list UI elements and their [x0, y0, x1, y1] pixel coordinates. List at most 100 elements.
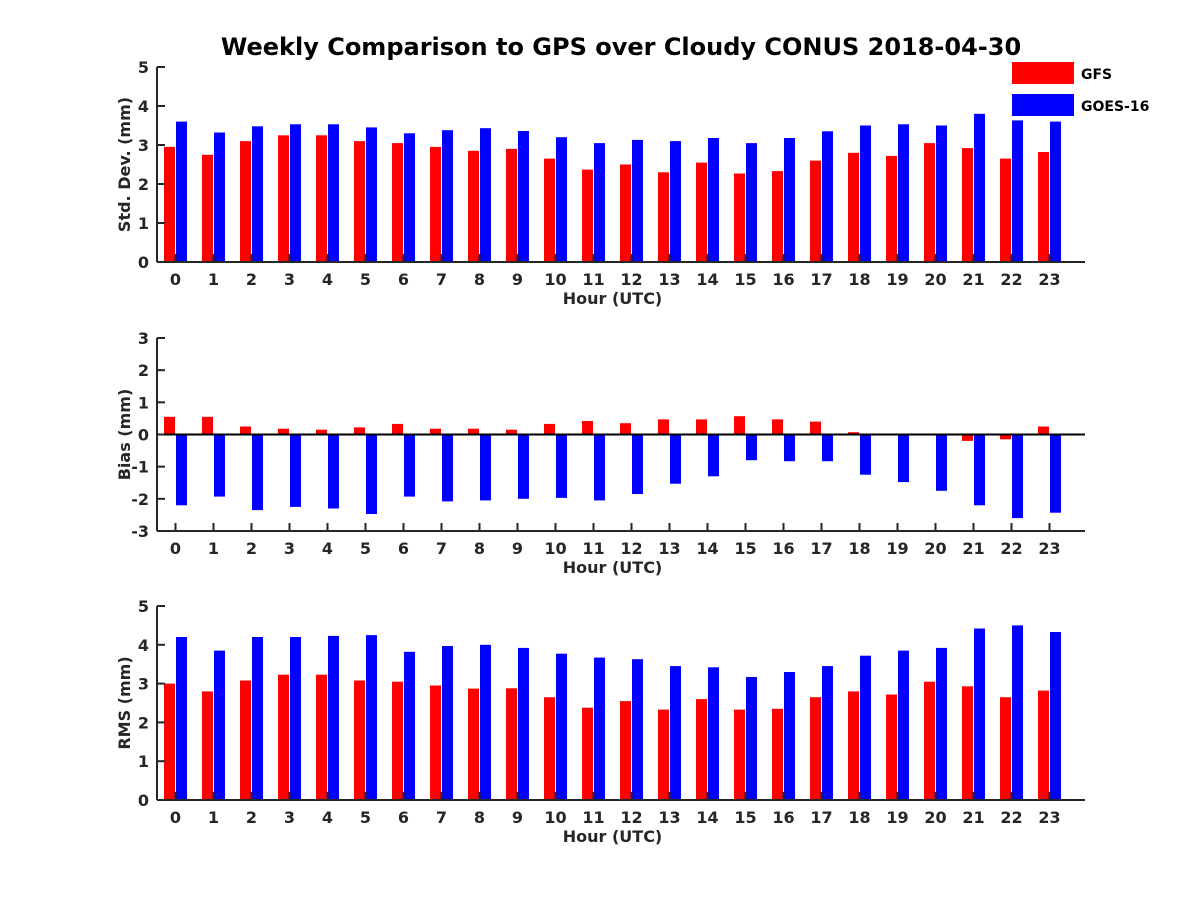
x-tick-label-std-dev-15: 15 — [734, 270, 756, 289]
bar-std-dev-gfs-6 — [392, 143, 403, 262]
bar-bias-gfs-5 — [354, 427, 365, 435]
bar-rms-goes16-5 — [366, 635, 377, 800]
x-tick-label-bias-10: 10 — [544, 539, 566, 558]
bar-rms-goes16-7 — [442, 646, 453, 800]
x-axis-label-rms: Hour (UTC) — [563, 827, 663, 846]
bar-rms-gfs-6 — [392, 681, 403, 800]
legend-swatch-gfs — [1012, 62, 1074, 84]
bar-std-dev-gfs-16 — [772, 171, 783, 262]
bar-std-dev-gfs-21 — [962, 148, 973, 262]
bar-std-dev-gfs-7 — [430, 146, 441, 262]
bar-std-dev-gfs-3 — [278, 135, 289, 263]
x-tick-label-bias-15: 15 — [734, 539, 756, 558]
bar-bias-goes16-0 — [176, 434, 187, 506]
bar-rms-gfs-13 — [658, 709, 669, 800]
bar-bias-gfs-4 — [316, 429, 327, 435]
bar-rms-gfs-2 — [240, 680, 251, 800]
bar-std-dev-gfs-12 — [620, 164, 631, 262]
bar-bias-goes16-15 — [746, 434, 757, 461]
x-tick-label-std-dev-5: 5 — [360, 270, 371, 289]
bar-bias-goes16-19 — [898, 434, 909, 483]
x-tick-label-std-dev-22: 22 — [1000, 270, 1022, 289]
legend-swatch-goes16 — [1012, 94, 1074, 116]
bar-std-dev-gfs-8 — [468, 150, 479, 262]
x-tick-label-bias-5: 5 — [360, 539, 371, 558]
bar-rms-goes16-8 — [480, 644, 491, 800]
bar-rms-goes16-20 — [936, 647, 947, 800]
x-tick-label-rms-23: 23 — [1038, 808, 1060, 827]
bar-std-dev-gfs-18 — [848, 152, 859, 262]
x-tick-label-bias-0: 0 — [170, 539, 181, 558]
bar-std-dev-gfs-4 — [316, 135, 327, 263]
bar-rms-gfs-7 — [430, 685, 441, 800]
legend-label-goes16: GOES-16 — [1081, 99, 1149, 115]
bar-bias-goes16-6 — [404, 434, 415, 497]
bar-rms-goes16-13 — [670, 666, 681, 800]
bar-bias-goes16-12 — [632, 434, 643, 494]
y-axis-label-std-dev: Std. Dev. (mm) — [115, 97, 134, 232]
bar-bias-gfs-14 — [696, 419, 707, 435]
x-tick-label-bias-4: 4 — [322, 539, 333, 558]
x-tick-label-std-dev-3: 3 — [284, 270, 295, 289]
bar-bias-goes16-17 — [822, 434, 833, 462]
bar-std-dev-gfs-11 — [582, 169, 593, 262]
bar-rms-gfs-9 — [506, 688, 517, 800]
x-tick-label-std-dev-14: 14 — [696, 270, 718, 289]
bar-rms-goes16-2 — [252, 637, 263, 800]
x-tick-label-bias-20: 20 — [924, 539, 946, 558]
y-tick-label-std-dev-1: 1 — [138, 214, 149, 233]
y-tick-label-rms-3: 3 — [138, 675, 149, 694]
bar-bias-goes16-2 — [252, 434, 263, 511]
x-axis-label-bias: Hour (UTC) — [563, 558, 663, 577]
bar-std-dev-gfs-15 — [734, 173, 745, 262]
x-tick-label-rms-18: 18 — [848, 808, 870, 827]
x-tick-label-rms-15: 15 — [734, 808, 756, 827]
bar-std-dev-goes16-15 — [746, 143, 757, 262]
y-tick-label-rms-4: 4 — [138, 636, 149, 655]
x-tick-label-std-dev-13: 13 — [658, 270, 680, 289]
bar-bias-goes16-9 — [518, 434, 529, 499]
x-tick-label-bias-21: 21 — [962, 539, 984, 558]
x-tick-label-rms-14: 14 — [696, 808, 718, 827]
bar-std-dev-gfs-23 — [1038, 152, 1049, 262]
bar-rms-gfs-3 — [278, 674, 289, 800]
bar-rms-gfs-19 — [886, 694, 897, 800]
y-tick-label-std-dev-2: 2 — [138, 175, 149, 194]
bar-std-dev-goes16-11 — [594, 143, 605, 262]
bar-rms-goes16-3 — [290, 637, 301, 800]
bar-bias-goes16-3 — [290, 434, 301, 507]
bar-std-dev-goes16-18 — [860, 125, 871, 262]
bar-rms-goes16-1 — [214, 650, 225, 800]
bar-rms-gfs-8 — [468, 688, 479, 800]
bar-bias-gfs-23 — [1038, 426, 1049, 435]
bar-bias-goes16-18 — [860, 434, 871, 475]
bar-std-dev-goes16-13 — [670, 141, 681, 262]
legend-label-gfs: GFS — [1081, 67, 1112, 83]
x-tick-label-std-dev-18: 18 — [848, 270, 870, 289]
y-tick-label-std-dev-5: 5 — [138, 58, 149, 77]
bar-bias-gfs-9 — [506, 429, 517, 435]
y-tick-label-bias--3: -3 — [131, 522, 149, 541]
x-axis-label-std-dev: Hour (UTC) — [563, 289, 663, 308]
bar-rms-gfs-0 — [164, 683, 175, 800]
x-tick-label-std-dev-7: 7 — [436, 270, 447, 289]
bar-std-dev-goes16-8 — [480, 128, 491, 262]
y-tick-label-rms-0: 0 — [138, 791, 149, 810]
bar-std-dev-goes16-3 — [290, 124, 301, 262]
bar-rms-gfs-15 — [734, 709, 745, 800]
bar-std-dev-goes16-7 — [442, 130, 453, 262]
bar-std-dev-goes16-19 — [898, 124, 909, 262]
x-tick-label-bias-14: 14 — [696, 539, 718, 558]
bar-std-dev-goes16-1 — [214, 132, 225, 262]
bar-rms-gfs-20 — [924, 681, 935, 800]
bar-std-dev-goes16-23 — [1050, 121, 1061, 262]
bar-std-dev-gfs-10 — [544, 158, 555, 262]
bar-bias-goes16-5 — [366, 434, 377, 514]
y-tick-label-bias--2: -2 — [131, 490, 149, 509]
x-tick-label-std-dev-16: 16 — [772, 270, 794, 289]
x-tick-label-rms-0: 0 — [170, 808, 181, 827]
x-tick-label-bias-1: 1 — [208, 539, 219, 558]
bar-rms-goes16-18 — [860, 655, 871, 800]
y-tick-label-bias-0: 0 — [138, 426, 149, 445]
